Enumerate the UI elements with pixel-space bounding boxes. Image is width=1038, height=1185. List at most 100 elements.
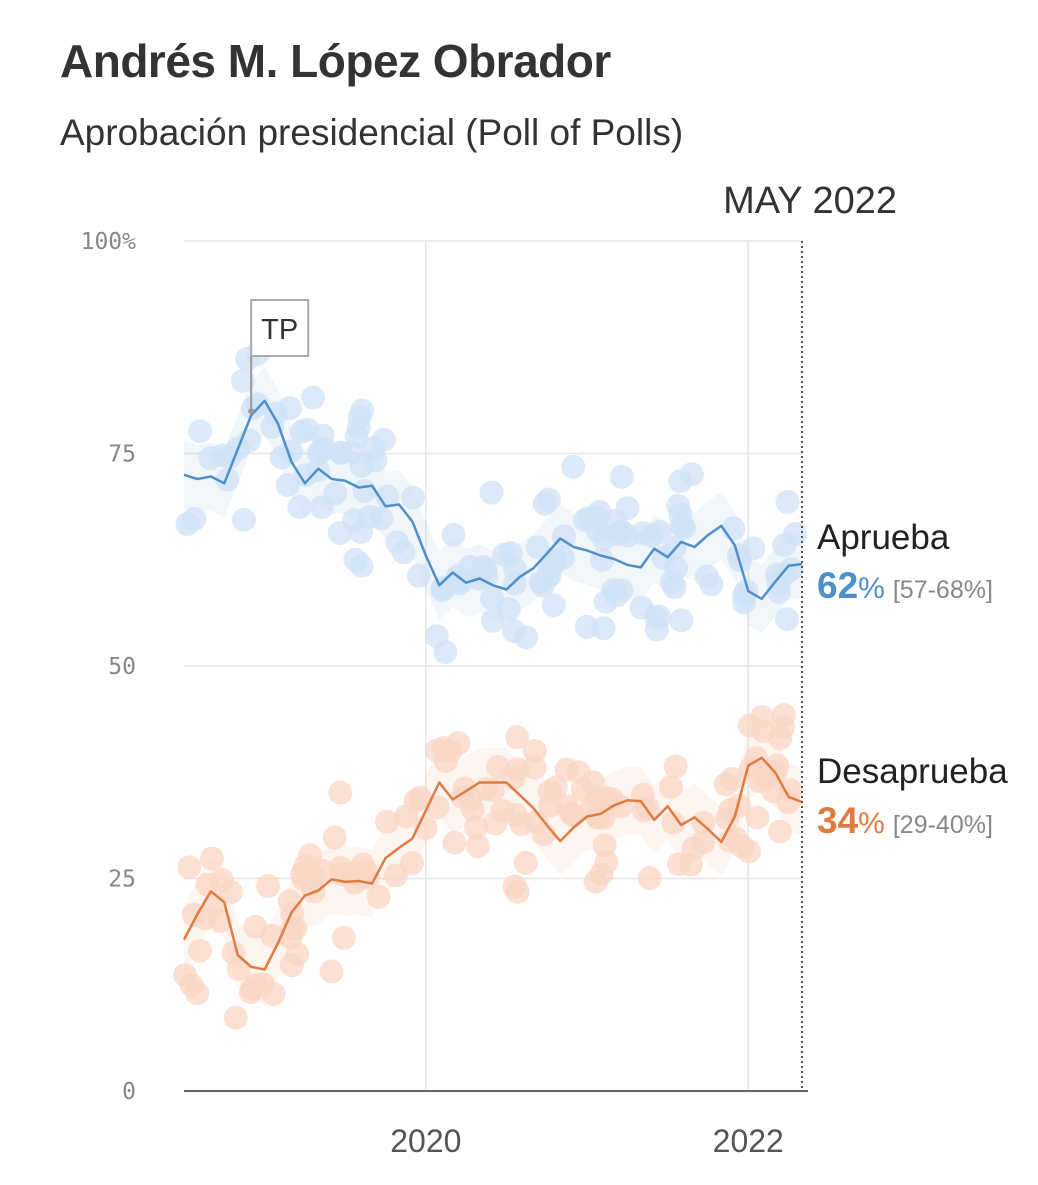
poll-dot <box>514 625 538 650</box>
poll-dot <box>221 940 246 965</box>
poll-dot <box>199 846 224 871</box>
poll-dot <box>339 440 364 465</box>
poll-dot <box>361 436 386 461</box>
poll-dot <box>661 810 686 835</box>
poll-dot <box>331 925 356 950</box>
poll-dot <box>185 981 210 1006</box>
poll-dot <box>594 850 619 875</box>
poll-dot <box>442 830 467 855</box>
poll-dot <box>775 490 800 514</box>
poll-dot <box>352 479 377 504</box>
poll-dot <box>531 822 556 847</box>
poll-dot <box>406 563 431 588</box>
poll-dot <box>175 512 200 536</box>
poll-dot <box>767 819 792 844</box>
poll-dot <box>505 879 530 904</box>
poll-dot <box>505 725 530 750</box>
poll-dot <box>586 519 610 543</box>
poll-dot <box>522 738 547 763</box>
x-tick-label: 2020 <box>390 1123 461 1159</box>
poll-dot <box>590 547 614 572</box>
poll-dot <box>375 809 399 834</box>
poll-dot <box>721 516 746 541</box>
poll-dot <box>669 608 694 633</box>
poll-dot <box>383 863 408 888</box>
grid <box>184 240 802 1091</box>
poll-dot <box>231 507 256 532</box>
poll-dot <box>309 495 334 520</box>
poll-dot <box>658 775 683 800</box>
poll-dot <box>188 419 212 444</box>
series-pct-sign: % <box>858 572 885 605</box>
poll-dot <box>400 851 424 875</box>
poll-dot <box>285 942 310 967</box>
y-tick-label: 25 <box>108 867 136 893</box>
poll-dot <box>561 803 586 828</box>
chart-subtitle: Aprobación presidencial (Poll of Polls) <box>60 112 684 153</box>
current-date-label: MAY 2022 <box>723 180 897 222</box>
poll-dot <box>630 521 655 546</box>
poll-dot <box>464 815 488 840</box>
series-value-row: 34% [29-40%] <box>817 800 993 841</box>
poll-dot <box>177 855 202 880</box>
poll-dot <box>737 713 762 738</box>
y-tick-label: 50 <box>108 654 136 680</box>
poll-dot <box>663 754 688 779</box>
x-tick-label: 2022 <box>713 1123 784 1159</box>
poll-dot <box>765 753 790 778</box>
poll-dot <box>566 760 591 785</box>
poll-dot <box>501 766 526 791</box>
trend-line-desaprueba <box>182 756 803 971</box>
poll-dot <box>609 464 634 489</box>
poll-dot <box>525 535 550 560</box>
poll-dot <box>591 616 616 641</box>
poll-dot <box>667 852 691 877</box>
poll-dot <box>603 508 628 533</box>
series-pct-sign: % <box>858 807 885 840</box>
poll-dot <box>691 810 716 835</box>
poll-dot <box>256 874 281 898</box>
poll-dot <box>287 495 312 519</box>
poll-dot <box>668 469 693 494</box>
y-tick-label: 75 <box>108 442 136 468</box>
poll-dot <box>375 484 400 509</box>
poll-dot <box>217 445 242 470</box>
poll-dot <box>342 508 366 533</box>
poll-dot <box>301 863 326 888</box>
poll-dot <box>401 485 425 510</box>
poll-dot <box>441 522 466 547</box>
annotation-label: TP <box>261 314 298 346</box>
poll-dot <box>480 586 505 611</box>
poll-dot <box>745 805 770 830</box>
poll-dot <box>328 780 353 805</box>
poll-dot <box>609 578 634 603</box>
poll-dot <box>293 463 318 488</box>
poll-dot <box>715 806 740 831</box>
series-current-value: 62 <box>817 565 858 606</box>
poll-dot <box>666 493 691 518</box>
poll-dot <box>669 514 694 539</box>
poll-dot <box>385 530 410 555</box>
poll-dot <box>732 590 757 615</box>
poll-dot <box>465 834 490 859</box>
series-labels: Aprueba 62% [57-68%] Desaprueba 34% [29-40%] <box>817 518 1008 841</box>
poll-dot <box>513 850 538 875</box>
uncertainty-band-aprueba <box>184 366 802 633</box>
poll-dot <box>230 368 255 393</box>
poll-dot <box>353 858 378 883</box>
y-tick-label: 100% <box>81 229 137 255</box>
series-name-desaprueba: Desaprueba <box>817 752 1008 791</box>
poll-dot <box>498 541 523 565</box>
poll-dot <box>295 417 320 442</box>
poll-dot <box>215 467 240 492</box>
axes: 100% 75 50 25 0 2020 2022 MAY 2022 <box>81 180 897 1159</box>
poll-dot <box>694 564 719 589</box>
poll-dot <box>275 473 300 498</box>
poll-dot <box>283 916 308 941</box>
poll-dot <box>783 522 808 546</box>
poll-dot <box>730 834 755 859</box>
poll-dot <box>433 640 458 665</box>
series-value-row: 62% [57-68%] <box>817 565 993 606</box>
poll-dot <box>328 855 353 880</box>
